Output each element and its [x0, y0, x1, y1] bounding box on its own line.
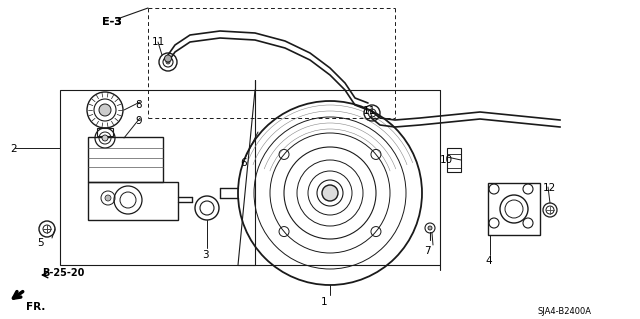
Bar	[88, 137, 163, 182]
Text: B-25-20: B-25-20	[42, 268, 84, 278]
Circle shape	[164, 55, 172, 62]
Bar	[88, 182, 178, 220]
Circle shape	[99, 104, 111, 116]
Text: 1: 1	[321, 297, 327, 307]
Text: 12: 12	[543, 183, 556, 193]
Text: 8: 8	[135, 100, 141, 110]
Text: E-3: E-3	[102, 17, 122, 27]
Bar	[60, 90, 255, 265]
Text: 3: 3	[202, 250, 209, 260]
Bar	[447, 148, 461, 172]
Text: E-3: E-3	[102, 17, 122, 27]
Text: 11: 11	[363, 106, 376, 116]
Circle shape	[428, 226, 432, 230]
Text: 10: 10	[440, 155, 453, 165]
Circle shape	[102, 135, 108, 141]
Text: 7: 7	[424, 246, 431, 256]
Bar	[488, 183, 540, 235]
Bar	[97, 128, 113, 136]
Text: 5: 5	[37, 238, 44, 248]
Text: 6: 6	[240, 158, 246, 168]
Circle shape	[166, 60, 170, 64]
Text: FR.: FR.	[26, 302, 45, 312]
Circle shape	[322, 185, 338, 201]
Text: SJA4-B2400A: SJA4-B2400A	[538, 307, 592, 316]
Text: 9: 9	[135, 116, 141, 126]
Circle shape	[105, 195, 111, 201]
Text: 11: 11	[152, 37, 165, 47]
Text: 2: 2	[10, 144, 17, 154]
Text: 4: 4	[485, 256, 492, 266]
